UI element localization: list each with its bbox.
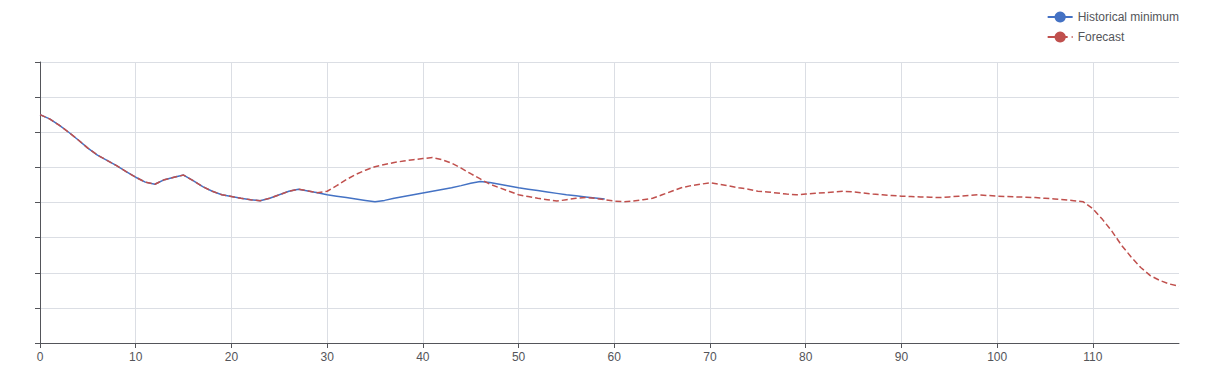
- svg-text:30: 30: [320, 350, 334, 364]
- svg-text:Historical minimum: Historical minimum: [1078, 10, 1179, 24]
- svg-text:90: 90: [895, 350, 909, 364]
- svg-text:80: 80: [799, 350, 813, 364]
- svg-text:70: 70: [703, 350, 717, 364]
- svg-text:100: 100: [987, 350, 1007, 364]
- svg-text:60: 60: [608, 350, 622, 364]
- svg-text:110: 110: [1083, 350, 1102, 364]
- svg-text:50: 50: [512, 350, 526, 364]
- svg-text:0: 0: [37, 350, 44, 364]
- svg-text:Forecast: Forecast: [1078, 30, 1125, 44]
- svg-text:10: 10: [129, 350, 143, 364]
- svg-text:40: 40: [416, 350, 430, 364]
- svg-text:20: 20: [225, 350, 239, 364]
